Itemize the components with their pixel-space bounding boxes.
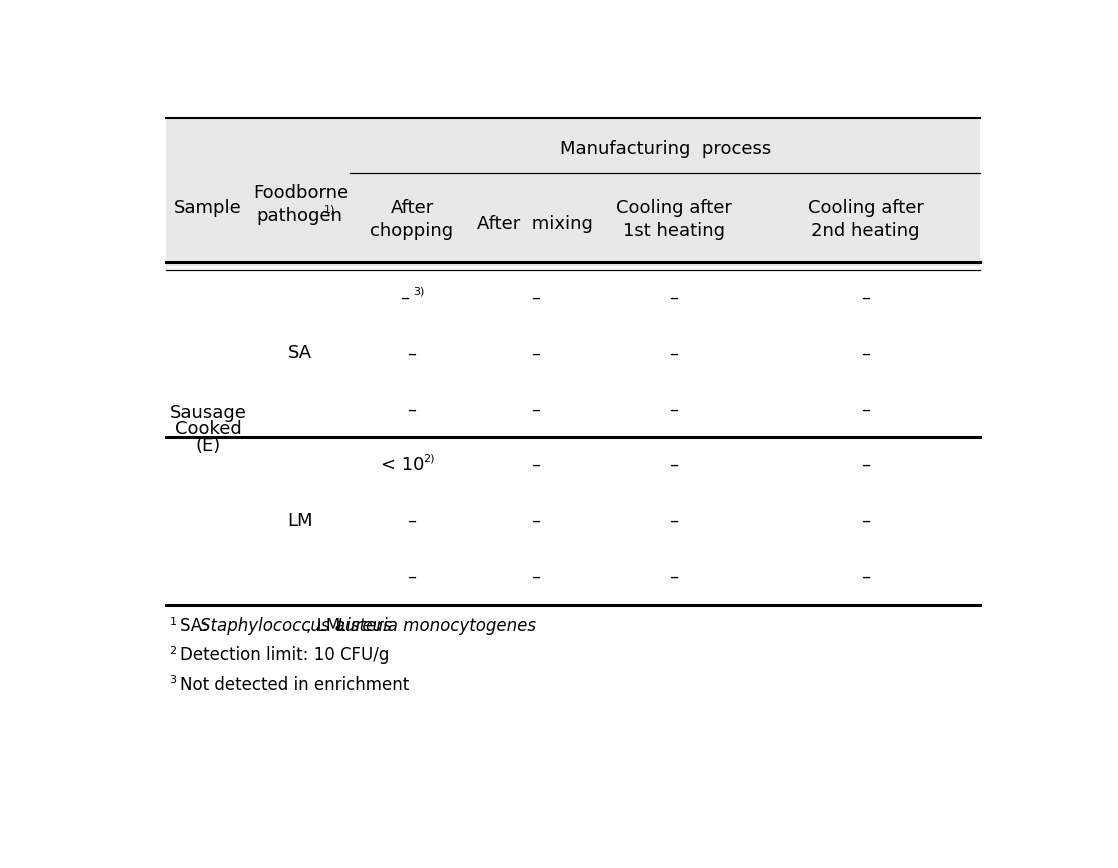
Text: 1: 1 bbox=[170, 616, 177, 627]
Text: SA: SA bbox=[288, 345, 312, 363]
Text: –: – bbox=[670, 345, 679, 363]
Bar bbox=[165, 266, 980, 605]
Text: < 10: < 10 bbox=[381, 456, 425, 474]
Text: –: – bbox=[408, 345, 417, 363]
Text: –: – bbox=[861, 345, 870, 363]
Text: –: – bbox=[531, 512, 540, 530]
Text: –: – bbox=[531, 568, 540, 586]
Text: –: – bbox=[531, 456, 540, 474]
Text: LM: LM bbox=[287, 512, 313, 530]
Text: –: – bbox=[670, 456, 679, 474]
Text: After: After bbox=[390, 199, 434, 217]
Text: –: – bbox=[670, 400, 679, 418]
Text: Cooling after: Cooling after bbox=[807, 199, 923, 217]
Text: –: – bbox=[861, 512, 870, 530]
Text: pathogen: pathogen bbox=[256, 207, 342, 225]
Text: 3): 3) bbox=[414, 286, 425, 297]
Bar bbox=[165, 118, 980, 266]
Text: –: – bbox=[861, 568, 870, 586]
Text: Listeria monocytogenes: Listeria monocytogenes bbox=[337, 617, 536, 635]
Text: –: – bbox=[531, 289, 540, 306]
Text: Foodborne: Foodborne bbox=[253, 184, 348, 201]
Text: –: – bbox=[531, 345, 540, 363]
Text: Cooling after: Cooling after bbox=[616, 199, 732, 217]
Text: –: – bbox=[408, 400, 417, 418]
Text: –: – bbox=[670, 289, 679, 306]
Text: –: – bbox=[861, 456, 870, 474]
Text: chopping: chopping bbox=[370, 222, 454, 240]
Text: –: – bbox=[861, 400, 870, 418]
Text: After  mixing: After mixing bbox=[477, 214, 594, 233]
Text: Not detected in enrichment: Not detected in enrichment bbox=[180, 676, 409, 694]
Text: (E): (E) bbox=[196, 437, 220, 456]
Text: –: – bbox=[861, 289, 870, 306]
Text: –: – bbox=[408, 512, 417, 530]
Text: –: – bbox=[670, 512, 679, 530]
Text: Sample: Sample bbox=[174, 199, 241, 217]
Text: 2nd heating: 2nd heating bbox=[812, 222, 920, 240]
Text: SA:: SA: bbox=[180, 617, 212, 635]
Text: –: – bbox=[408, 568, 417, 586]
Text: –: – bbox=[670, 568, 679, 586]
Text: , LM:: , LM: bbox=[305, 617, 351, 635]
Text: Sausage: Sausage bbox=[170, 404, 246, 422]
Text: 2): 2) bbox=[423, 454, 434, 464]
Text: Manufacturing  process: Manufacturing process bbox=[560, 140, 771, 158]
Text: Staphylococcus aureus: Staphylococcus aureus bbox=[200, 617, 392, 635]
Text: 3: 3 bbox=[170, 675, 177, 685]
Text: 1): 1) bbox=[323, 205, 335, 214]
Text: –: – bbox=[400, 289, 409, 306]
Text: 2: 2 bbox=[170, 646, 177, 656]
Text: 1st heating: 1st heating bbox=[623, 222, 724, 240]
Text: Cooked: Cooked bbox=[174, 420, 241, 438]
Text: Detection limit: 10 CFU/g: Detection limit: 10 CFU/g bbox=[180, 647, 389, 665]
Text: –: – bbox=[531, 400, 540, 418]
